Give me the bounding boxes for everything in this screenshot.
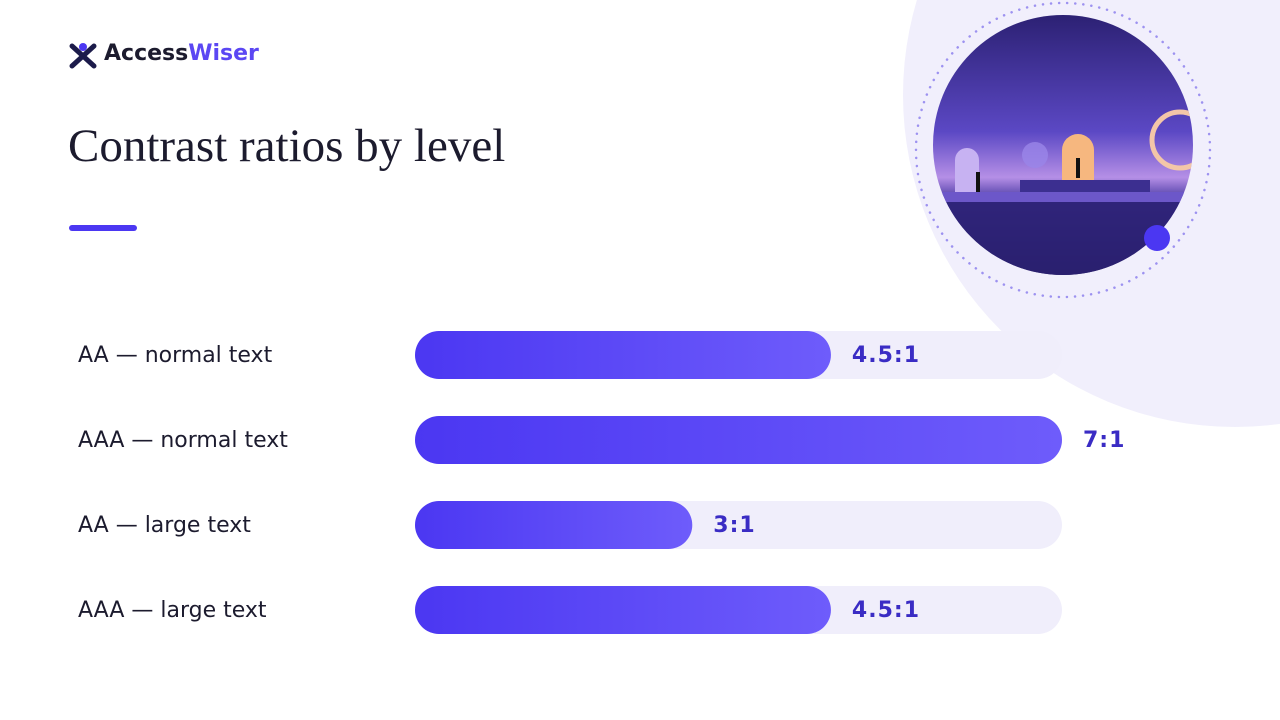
category-label: AA — normal text bbox=[78, 343, 273, 368]
logo-part: Wiser bbox=[188, 41, 259, 66]
chart-title: Contrast ratios by level bbox=[68, 120, 505, 172]
dotted-ring bbox=[914, 1, 1212, 299]
value-label: 4.5:1 bbox=[852, 598, 920, 623]
bar bbox=[415, 416, 1062, 464]
logo-part: Access bbox=[104, 41, 188, 66]
accent-dot bbox=[1144, 225, 1170, 251]
title-accent bbox=[69, 225, 137, 231]
value-label: 3:1 bbox=[713, 513, 755, 538]
category-label: AAA — normal text bbox=[78, 428, 288, 453]
value-label: 7:1 bbox=[1083, 428, 1125, 453]
bar bbox=[415, 586, 831, 634]
bar bbox=[415, 501, 693, 549]
bar bbox=[415, 331, 831, 379]
chart: AA — normal text 4.5:1 AAA — normal text 7:… bbox=[78, 331, 1125, 634]
logo bbox=[69, 43, 97, 69]
category-label: AA — large text bbox=[78, 513, 251, 538]
value-label: 4.5:1 bbox=[852, 343, 920, 368]
logo-text: AccessWiser bbox=[104, 41, 259, 66]
category-label: AAA — large text bbox=[78, 598, 267, 623]
